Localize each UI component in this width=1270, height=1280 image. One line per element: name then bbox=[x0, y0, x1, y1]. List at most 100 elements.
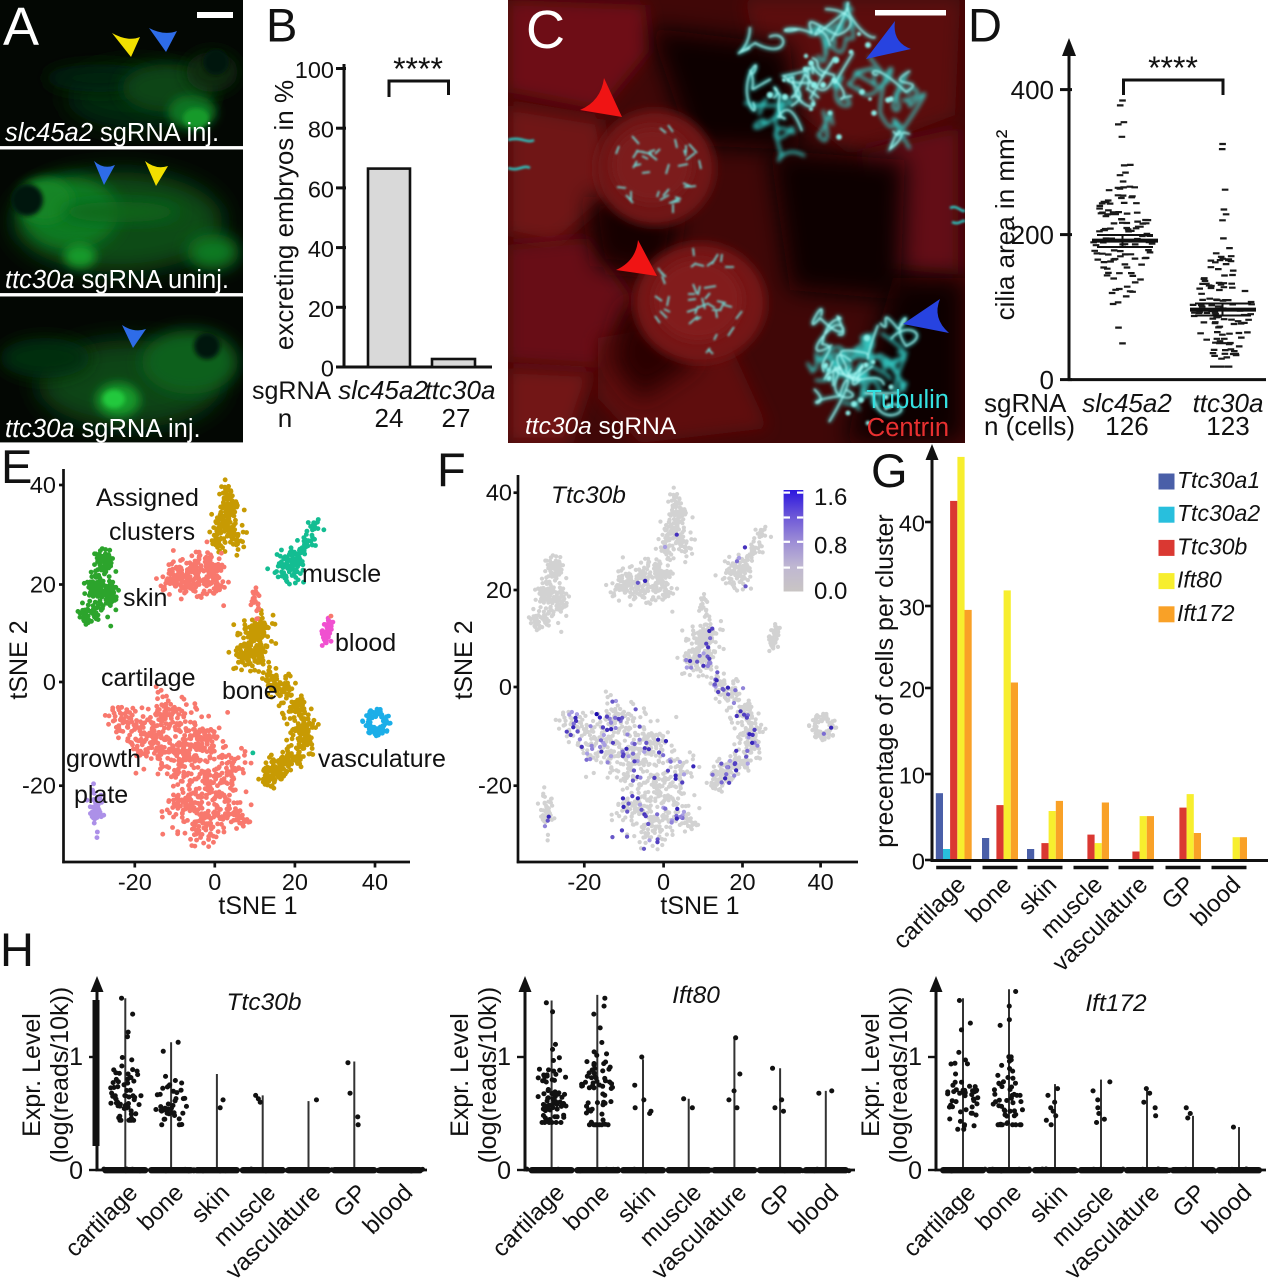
svg-text:40: 40 bbox=[362, 869, 388, 895]
svg-text:skin: skin bbox=[123, 584, 167, 612]
svg-text:F: F bbox=[437, 443, 466, 496]
svg-text:-20: -20 bbox=[22, 773, 56, 799]
svg-text:cartilage: cartilage bbox=[487, 1179, 570, 1262]
svg-text:20: 20 bbox=[486, 577, 512, 603]
svg-text:Ift172: Ift172 bbox=[1085, 990, 1147, 1017]
svg-text:1.6: 1.6 bbox=[814, 484, 847, 511]
svg-text:D: D bbox=[968, 0, 1002, 52]
svg-text:0: 0 bbox=[657, 869, 670, 895]
svg-text:10: 10 bbox=[899, 763, 925, 789]
svg-text:****: **** bbox=[1148, 50, 1198, 86]
svg-text:bone: bone bbox=[222, 677, 278, 705]
svg-text:H: H bbox=[0, 923, 34, 976]
svg-text:precentage of cells per cluste: precentage of cells per cluster bbox=[871, 514, 899, 848]
svg-text:Ift80: Ift80 bbox=[672, 982, 720, 1009]
svg-text:0: 0 bbox=[321, 356, 334, 382]
svg-text:20: 20 bbox=[282, 869, 308, 895]
svg-text:slc45a2 sgRNA inj.: slc45a2 sgRNA inj. bbox=[5, 119, 219, 147]
svg-text:Tubulin: Tubulin bbox=[866, 386, 949, 414]
svg-text:bone: bone bbox=[132, 1179, 189, 1236]
svg-text:20: 20 bbox=[30, 572, 56, 598]
svg-text:cartilage: cartilage bbox=[888, 871, 971, 954]
svg-text:slc45a2: slc45a2 bbox=[338, 375, 428, 405]
svg-text:Ift80: Ift80 bbox=[1177, 567, 1222, 593]
svg-text:0: 0 bbox=[908, 1157, 922, 1185]
svg-text:-20: -20 bbox=[567, 869, 601, 895]
svg-text:cartilage: cartilage bbox=[101, 664, 196, 692]
svg-text:tSNE 2: tSNE 2 bbox=[5, 620, 33, 699]
svg-text:0: 0 bbox=[43, 669, 56, 695]
svg-text:Ttc30b: Ttc30b bbox=[227, 989, 302, 1016]
svg-text:30: 30 bbox=[899, 595, 925, 621]
svg-text:cartilage: cartilage bbox=[60, 1179, 143, 1262]
svg-text:Ttc30a1: Ttc30a1 bbox=[1177, 467, 1260, 493]
svg-text:Expr. Level: Expr. Level bbox=[857, 1013, 885, 1137]
svg-text:Ttc30b: Ttc30b bbox=[551, 482, 626, 509]
svg-text:vasculature: vasculature bbox=[318, 745, 446, 773]
svg-text:tSNE 1: tSNE 1 bbox=[660, 892, 739, 920]
svg-text:(log(reads/10k)): (log(reads/10k)) bbox=[474, 987, 502, 1163]
svg-text:Assigned: Assigned bbox=[96, 484, 199, 512]
svg-text:muscle: muscle bbox=[302, 560, 381, 588]
svg-text:40: 40 bbox=[899, 511, 925, 537]
svg-text:40: 40 bbox=[30, 472, 56, 498]
svg-text:400: 400 bbox=[1011, 75, 1054, 105]
svg-text:40: 40 bbox=[808, 869, 834, 895]
svg-text:20: 20 bbox=[308, 296, 334, 322]
svg-text:growth: growth bbox=[66, 745, 141, 773]
svg-text:0.0: 0.0 bbox=[814, 578, 847, 605]
svg-text:80: 80 bbox=[308, 117, 334, 143]
svg-text:clusters: clusters bbox=[109, 518, 195, 546]
svg-text:20: 20 bbox=[729, 869, 755, 895]
svg-text:(log(reads/10k)): (log(reads/10k)) bbox=[885, 987, 913, 1163]
svg-text:1: 1 bbox=[497, 1043, 511, 1071]
svg-text:126: 126 bbox=[1105, 411, 1148, 441]
svg-text:20: 20 bbox=[899, 677, 925, 703]
svg-text:B: B bbox=[266, 0, 297, 52]
svg-text:sgRNA: sgRNA bbox=[984, 388, 1067, 418]
svg-text:0: 0 bbox=[208, 869, 221, 895]
svg-text:200: 200 bbox=[1011, 220, 1054, 250]
svg-text:ttc30a sgRNA uninj.: ttc30a sgRNA uninj. bbox=[5, 266, 229, 294]
svg-text:n (cells): n (cells) bbox=[984, 411, 1075, 441]
svg-text:cartilage: cartilage bbox=[898, 1179, 981, 1262]
svg-text:G: G bbox=[871, 444, 908, 497]
svg-text:0: 0 bbox=[69, 1157, 83, 1185]
svg-text:0: 0 bbox=[1040, 365, 1054, 395]
svg-text:slc45a2: slc45a2 bbox=[1082, 388, 1172, 418]
svg-text:24: 24 bbox=[375, 403, 404, 433]
svg-text:0: 0 bbox=[912, 849, 925, 875]
svg-text:A: A bbox=[3, 0, 39, 57]
svg-text:0: 0 bbox=[499, 674, 512, 700]
svg-text:0.8: 0.8 bbox=[814, 533, 847, 560]
svg-text:bone: bone bbox=[960, 871, 1017, 928]
svg-text:Ttc30a2: Ttc30a2 bbox=[1177, 500, 1260, 526]
svg-text:ttc30a sgRNA inj.: ttc30a sgRNA inj. bbox=[5, 415, 201, 443]
svg-text:****: **** bbox=[393, 51, 443, 87]
svg-text:40: 40 bbox=[486, 480, 512, 506]
svg-text:1: 1 bbox=[69, 1043, 83, 1071]
svg-text:blood: blood bbox=[358, 1179, 419, 1240]
svg-text:blood: blood bbox=[1186, 871, 1247, 932]
svg-text:123: 123 bbox=[1206, 411, 1249, 441]
svg-text:tSNE 2: tSNE 2 bbox=[450, 620, 478, 699]
svg-text:blood: blood bbox=[1197, 1179, 1258, 1240]
svg-text:40: 40 bbox=[308, 236, 334, 262]
svg-text:blood: blood bbox=[335, 629, 396, 657]
svg-text:ttc30a: ttc30a bbox=[425, 375, 496, 405]
svg-text:1: 1 bbox=[908, 1043, 922, 1071]
svg-text:Centrin: Centrin bbox=[867, 414, 949, 442]
svg-text:Ttc30b: Ttc30b bbox=[1177, 533, 1248, 559]
svg-text:excreting embryos in %: excreting embryos in % bbox=[269, 80, 299, 350]
svg-text:(log(reads/10k)): (log(reads/10k)) bbox=[46, 987, 74, 1163]
svg-text:plate: plate bbox=[74, 781, 128, 809]
svg-text:Ift172: Ift172 bbox=[1177, 600, 1235, 626]
svg-text:100: 100 bbox=[295, 57, 334, 83]
svg-text:bone: bone bbox=[970, 1179, 1027, 1236]
svg-text:Expr. Level: Expr. Level bbox=[446, 1013, 474, 1137]
svg-text:tSNE 1: tSNE 1 bbox=[218, 892, 297, 920]
svg-text:-20: -20 bbox=[478, 773, 512, 799]
svg-text:C: C bbox=[526, 0, 565, 60]
svg-text:sgRNA: sgRNA bbox=[252, 377, 332, 405]
svg-text:blood: blood bbox=[784, 1179, 845, 1240]
